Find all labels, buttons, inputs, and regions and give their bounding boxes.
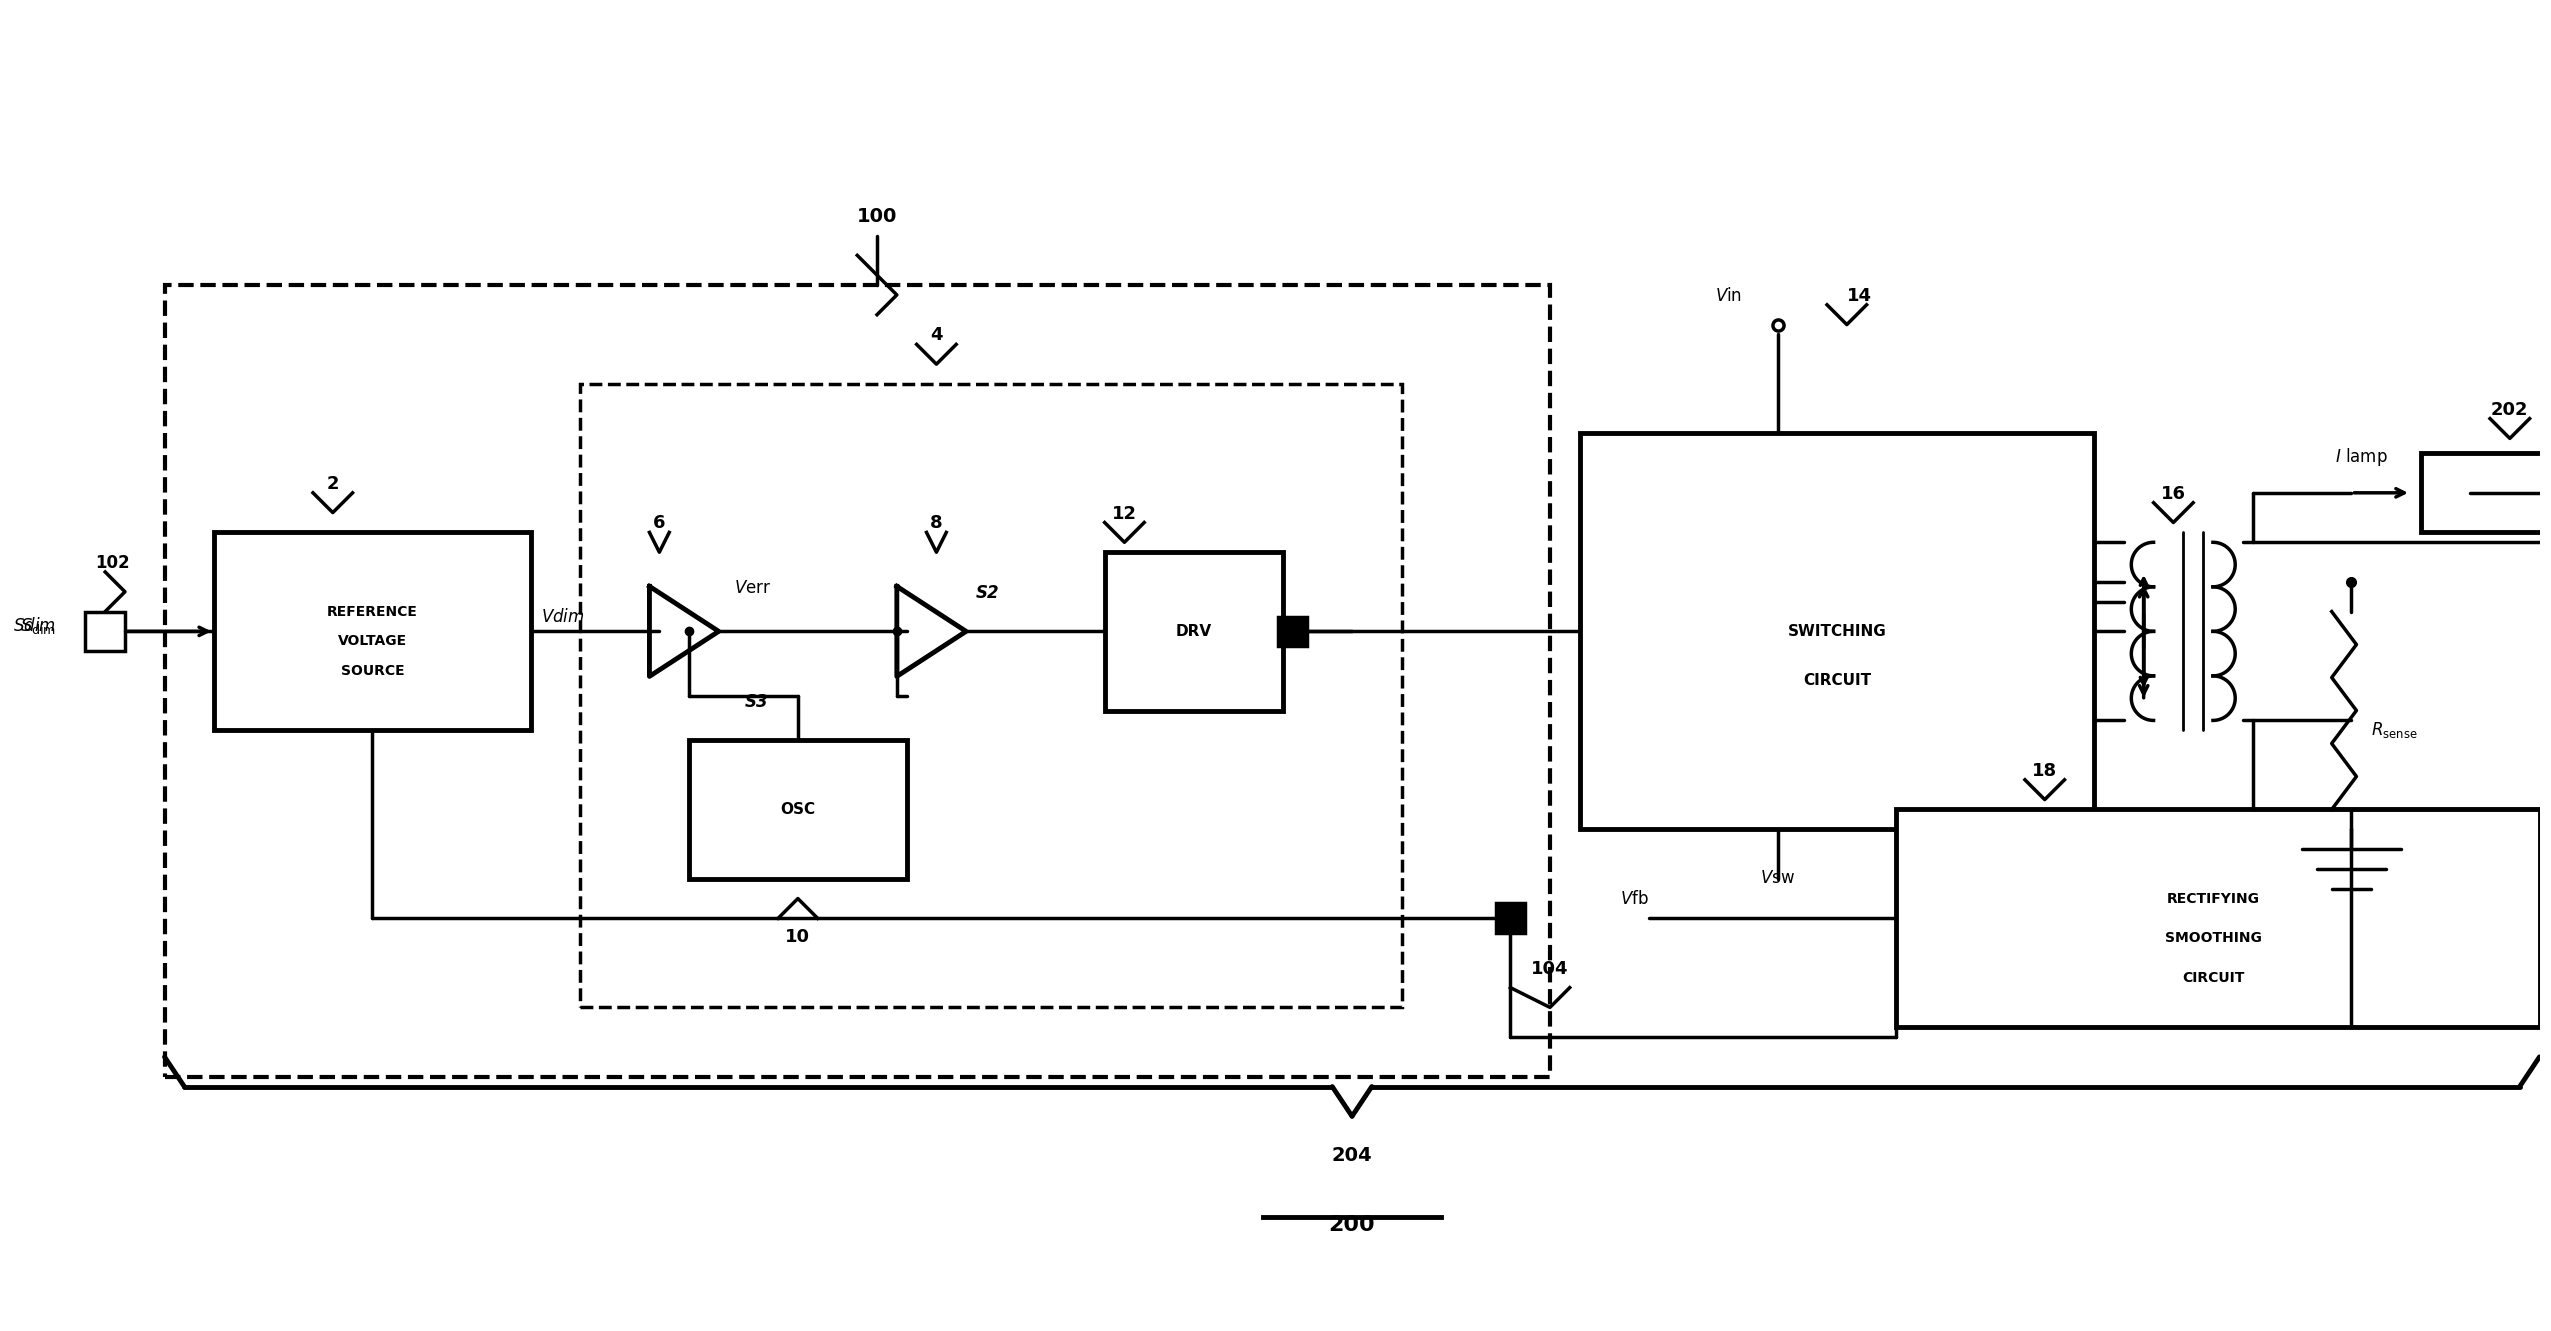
Text: 8: 8 <box>931 514 944 532</box>
Text: 10: 10 <box>786 928 811 946</box>
Bar <box>214 532 531 731</box>
Text: $\mathit{V}$dim: $\mathit{V}$dim <box>541 607 584 626</box>
Text: DRV: DRV <box>1176 624 1212 639</box>
Polygon shape <box>898 587 967 676</box>
Text: 6: 6 <box>653 514 666 532</box>
Bar <box>689 740 906 878</box>
Polygon shape <box>651 587 719 676</box>
Text: 16: 16 <box>2161 484 2186 503</box>
Text: $S_{\rm dim}$: $S_{\rm dim}$ <box>20 616 56 636</box>
Text: CIRCUIT: CIRCUIT <box>2181 970 2245 985</box>
Bar <box>1895 809 2538 1028</box>
Text: 2: 2 <box>327 475 339 492</box>
Text: SWITCHING: SWITCHING <box>1788 624 1885 639</box>
Text: $\mathit{I}$ lamp: $\mathit{I}$ lamp <box>2334 446 2388 469</box>
Text: S2: S2 <box>977 584 1000 602</box>
Text: REFERENCE: REFERENCE <box>327 604 418 619</box>
Text: $\mathit{S}$dim: $\mathit{S}$dim <box>13 618 56 635</box>
Text: 12: 12 <box>1112 504 1138 523</box>
Text: S3: S3 <box>745 692 768 711</box>
Text: 202: 202 <box>2492 401 2528 419</box>
Text: 100: 100 <box>857 206 898 226</box>
Text: 18: 18 <box>2033 761 2056 780</box>
Text: 14: 14 <box>1847 286 1872 305</box>
Text: $\mathit{V}$in: $\mathit{V}$in <box>1714 286 1742 305</box>
Text: $\mathit{V}$sw: $\mathit{V}$sw <box>1760 869 1796 886</box>
Bar <box>579 383 1400 1008</box>
Bar <box>1579 434 2094 829</box>
Bar <box>2421 454 2551 532</box>
Text: $\mathit{V}$err: $\mathit{V}$err <box>735 579 770 596</box>
Bar <box>1105 552 1283 711</box>
Text: CIRCUIT: CIRCUIT <box>1804 673 1870 688</box>
Bar <box>84 611 125 651</box>
Bar <box>1278 616 1309 647</box>
Text: 102: 102 <box>94 554 130 572</box>
Text: RECTIFYING: RECTIFYING <box>2166 892 2260 905</box>
Text: $R_{\rm sense}$: $R_{\rm sense}$ <box>2372 720 2418 740</box>
Polygon shape <box>1278 616 1309 647</box>
Text: 4: 4 <box>931 326 944 345</box>
Text: 200: 200 <box>1329 1215 1375 1235</box>
Bar <box>166 285 1551 1077</box>
Text: SOURCE: SOURCE <box>339 664 403 677</box>
Text: VOLTAGE: VOLTAGE <box>337 635 408 648</box>
Bar <box>1495 904 1525 933</box>
Polygon shape <box>1495 904 1525 933</box>
Text: 204: 204 <box>1332 1146 1372 1165</box>
Text: 104: 104 <box>1531 960 1569 978</box>
Text: OSC: OSC <box>781 803 816 817</box>
Text: SMOOTHING: SMOOTHING <box>2163 932 2260 945</box>
Text: $\mathit{V}$fb: $\mathit{V}$fb <box>1620 889 1648 908</box>
